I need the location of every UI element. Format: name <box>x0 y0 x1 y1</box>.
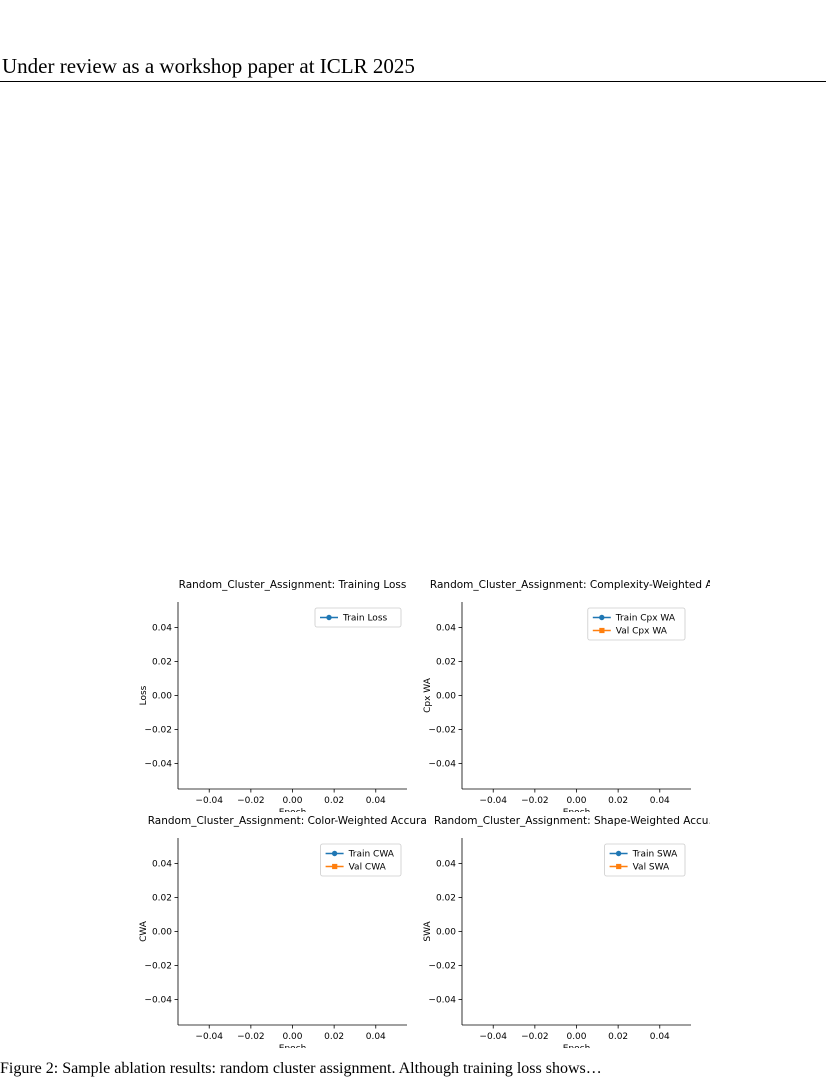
legend-label: Train SWA <box>632 850 679 860</box>
x-tick-label: −0.04 <box>195 796 223 806</box>
y-tick-label: 0.04 <box>152 860 172 870</box>
legend-frame <box>587 607 686 641</box>
running-header: Under review as a workshop paper at ICLR… <box>2 54 415 78</box>
y-tick-label: −0.02 <box>428 726 456 736</box>
x-axis-label: Epoch <box>563 808 591 812</box>
x-tick-label: 0.02 <box>608 796 628 806</box>
y-tick-label: −0.02 <box>144 726 172 736</box>
y-tick-label: 0.02 <box>152 894 172 904</box>
legend-marker-circle <box>615 850 622 857</box>
x-axis-label: Epoch <box>279 1044 307 1048</box>
legend: Train Cpx WA Val Cpx WA <box>587 607 686 641</box>
legend-marker-square <box>599 627 605 634</box>
figure-caption: Figure 2: Sample ablation results: rando… <box>0 1060 602 1077</box>
legend: Train Loss <box>314 607 402 628</box>
x-tick-label: 0.04 <box>650 796 670 806</box>
legend-frame <box>320 843 402 877</box>
x-tick-label: 0.00 <box>282 796 302 806</box>
chart-title: Random_Cluster_Assignment: Training Loss <box>179 579 407 591</box>
legend-label: Val SWA <box>633 863 670 873</box>
legend-marker-square <box>616 863 622 870</box>
x-tick-label: −0.04 <box>195 1032 223 1042</box>
legend-marker-square <box>332 863 338 870</box>
x-axis-label: Epoch <box>563 1044 591 1048</box>
x-tick-label: 0.04 <box>366 1032 386 1042</box>
y-tick-label: 0.02 <box>436 658 456 668</box>
y-tick-label: 0.02 <box>152 658 172 668</box>
y-axis-label: Cpx WA <box>423 677 433 713</box>
figure-ablation-panels: Random_Cluster_Assignment: Training Loss… <box>0 560 826 1060</box>
x-tick-label: −0.02 <box>521 796 549 806</box>
header-rule <box>0 81 826 82</box>
x-tick-label: −0.02 <box>237 1032 265 1042</box>
x-tick-label: −0.02 <box>237 796 265 806</box>
chart-training-loss: Random_Cluster_Assignment: Training Loss… <box>139 579 407 812</box>
x-tick-label: 0.00 <box>566 1032 586 1042</box>
legend-frame <box>314 607 402 628</box>
x-tick-label: −0.04 <box>479 796 507 806</box>
x-tick-label: 0.00 <box>282 1032 302 1042</box>
y-axis-label: SWA <box>423 921 433 942</box>
x-tick-label: 0.04 <box>366 796 386 806</box>
chart-title: Random_Cluster_Assignment: Color-Weighte… <box>148 815 426 827</box>
y-tick-label: 0.02 <box>436 894 456 904</box>
legend-label: Train Loss <box>342 614 388 624</box>
chart-shape-weighted-accuracy: Random_Cluster_Assignment: Shape-Weighte… <box>423 815 710 1048</box>
y-tick-label: 0.00 <box>152 928 172 938</box>
legend-marker-circle <box>331 850 338 857</box>
chart-title: Random_Cluster_Assignment: Shape-Weighte… <box>434 815 710 827</box>
y-tick-label: −0.04 <box>144 760 172 770</box>
x-tick-label: 0.02 <box>324 1032 344 1042</box>
y-tick-label: −0.02 <box>428 962 456 972</box>
legend-label: Val CWA <box>349 863 387 873</box>
legend-marker-circle <box>599 614 605 621</box>
y-axis-label: Loss <box>139 685 149 705</box>
legend-label: Train Cpx WA <box>615 614 676 624</box>
x-tick-label: −0.02 <box>521 1032 549 1042</box>
x-tick-label: 0.02 <box>608 1032 628 1042</box>
legend-label: Train CWA <box>348 850 395 860</box>
chart-title: Random_Cluster_Assignment: Complexity-We… <box>430 579 710 591</box>
legend-label: Val Cpx WA <box>616 627 668 637</box>
y-tick-label: 0.04 <box>152 624 172 634</box>
y-tick-label: 0.00 <box>152 692 172 702</box>
legend-frame <box>604 843 686 877</box>
y-tick-label: −0.04 <box>144 996 172 1006</box>
y-tick-label: −0.02 <box>144 962 172 972</box>
x-tick-label: 0.02 <box>324 796 344 806</box>
chart-complexity-weighted-accuracy: Random_Cluster_Assignment: Complexity-We… <box>423 579 710 812</box>
legend: Train SWA Val SWA <box>604 843 686 877</box>
y-axis-label: CWA <box>139 920 149 942</box>
y-tick-label: 0.04 <box>436 860 456 870</box>
x-tick-label: −0.04 <box>479 1032 507 1042</box>
y-tick-label: 0.00 <box>436 928 456 938</box>
x-tick-label: 0.04 <box>650 1032 670 1042</box>
legend: Train CWA Val CWA <box>320 843 402 877</box>
x-axis-label: Epoch <box>279 808 307 812</box>
legend-marker-circle <box>326 614 332 621</box>
chart-color-weighted-accuracy: Random_Cluster_Assignment: Color-Weighte… <box>139 815 426 1048</box>
y-tick-label: −0.04 <box>428 760 456 770</box>
y-tick-label: 0.04 <box>436 624 456 634</box>
y-tick-label: 0.00 <box>436 692 456 702</box>
x-tick-label: 0.00 <box>566 796 586 806</box>
y-tick-label: −0.04 <box>428 996 456 1006</box>
